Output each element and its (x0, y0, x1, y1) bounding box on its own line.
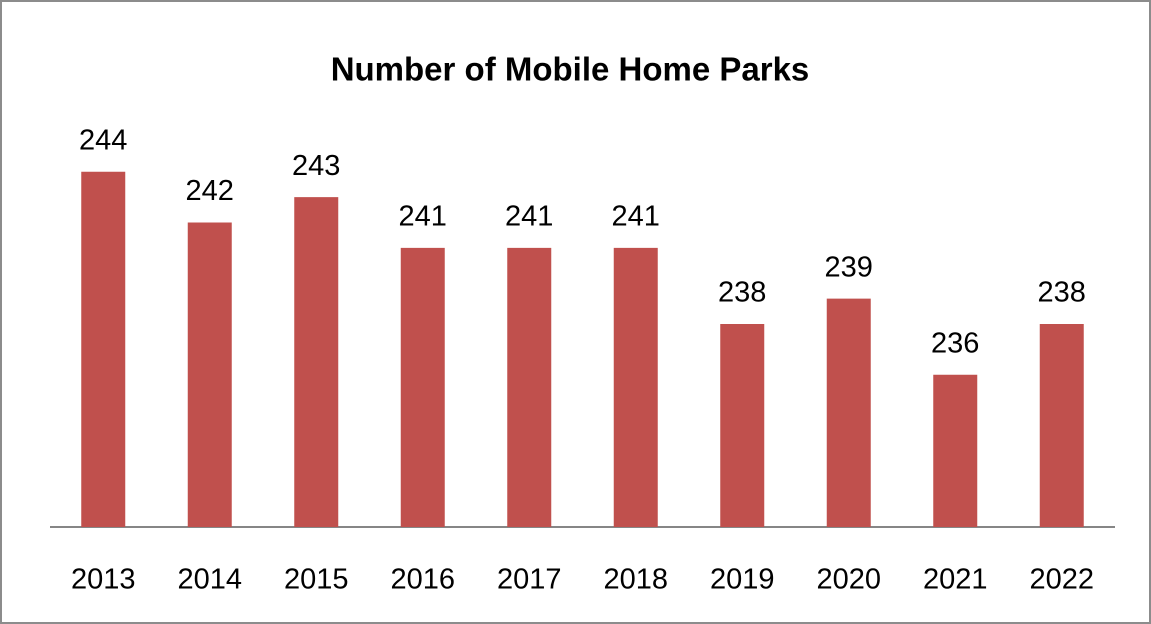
bar (613, 247, 658, 527)
x-tick-label: 2015 (284, 564, 349, 596)
bar (294, 197, 339, 527)
bar (1039, 324, 1084, 527)
data-label: 238 (718, 277, 766, 309)
chart-title: Number of Mobile Home Parks (331, 51, 810, 88)
data-label: 236 (931, 327, 979, 359)
bar (400, 247, 445, 527)
data-label: 239 (825, 251, 873, 283)
bar (81, 171, 126, 527)
data-label: 242 (186, 175, 234, 207)
x-tick-label: 2017 (497, 564, 562, 596)
bar (720, 324, 765, 527)
x-tick-label: 2014 (177, 564, 242, 596)
data-label: 241 (399, 201, 447, 233)
x-tick-label: 2019 (710, 564, 775, 596)
bar (507, 247, 552, 527)
data-label: 243 (292, 150, 340, 182)
x-tick-label: 2021 (923, 564, 988, 596)
bar (187, 222, 232, 527)
bar (933, 374, 978, 527)
x-tick-label: 2013 (71, 564, 136, 596)
data-label: 241 (505, 201, 553, 233)
x-tick-label: 2018 (603, 564, 668, 596)
data-label: 244 (79, 124, 127, 156)
x-tick-label: 2016 (390, 564, 455, 596)
data-label: 241 (612, 201, 660, 233)
data-label: 238 (1038, 277, 1086, 309)
bar (826, 298, 871, 527)
x-tick-label: 2020 (816, 564, 881, 596)
x-tick-label: 2022 (1029, 564, 1094, 596)
